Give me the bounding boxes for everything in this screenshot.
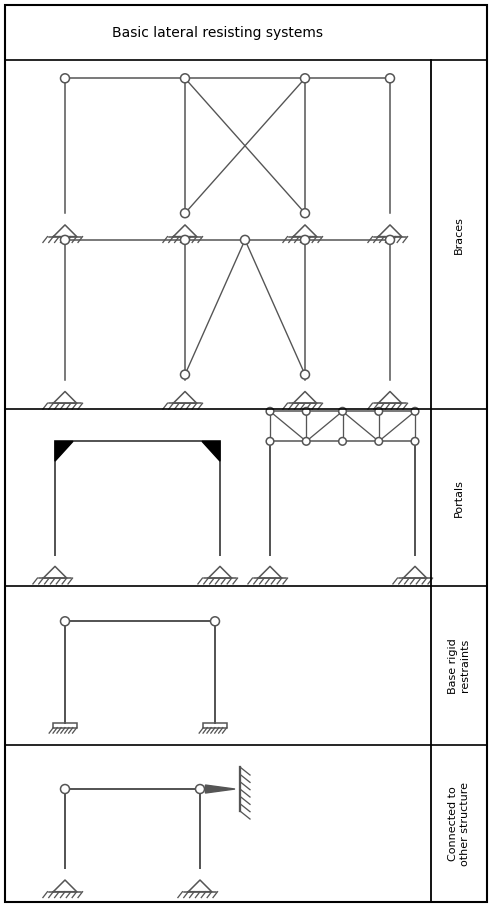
Circle shape (266, 407, 274, 415)
Circle shape (301, 209, 309, 218)
Circle shape (181, 370, 189, 379)
Circle shape (386, 236, 395, 244)
Circle shape (338, 437, 346, 445)
Circle shape (386, 73, 395, 83)
Circle shape (303, 437, 310, 445)
Circle shape (375, 407, 383, 415)
Circle shape (181, 209, 189, 218)
Circle shape (195, 785, 205, 794)
Circle shape (303, 407, 310, 415)
Text: Connected to
other structure: Connected to other structure (448, 782, 469, 865)
Circle shape (181, 73, 189, 83)
Circle shape (211, 617, 219, 626)
Circle shape (301, 370, 309, 379)
Text: Portals: Portals (454, 479, 464, 517)
Bar (53, 723, 77, 727)
Circle shape (61, 236, 69, 244)
Circle shape (61, 617, 69, 626)
Circle shape (241, 236, 249, 244)
Circle shape (301, 236, 309, 244)
Circle shape (61, 73, 69, 83)
Text: Basic lateral resisting systems: Basic lateral resisting systems (112, 25, 323, 40)
Circle shape (301, 73, 309, 83)
Text: Base rigid
restraints: Base rigid restraints (448, 638, 469, 694)
Text: Braces: Braces (454, 216, 464, 254)
Circle shape (411, 437, 419, 445)
Circle shape (181, 236, 189, 244)
Circle shape (61, 785, 69, 794)
Polygon shape (55, 442, 73, 461)
Circle shape (266, 437, 274, 445)
Circle shape (375, 437, 383, 445)
Polygon shape (205, 785, 235, 793)
Circle shape (338, 407, 346, 415)
Polygon shape (202, 442, 220, 461)
Circle shape (411, 407, 419, 415)
Bar (203, 723, 227, 727)
